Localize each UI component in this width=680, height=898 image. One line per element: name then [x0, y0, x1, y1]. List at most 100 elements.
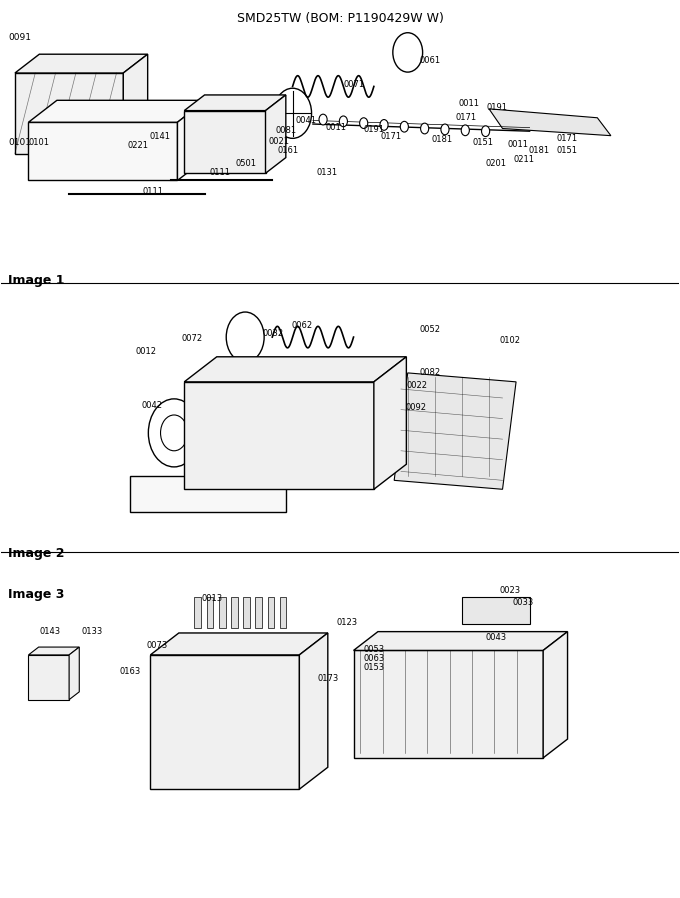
Polygon shape — [490, 650, 495, 731]
Polygon shape — [489, 109, 611, 136]
Text: 0181: 0181 — [528, 146, 549, 155]
Text: 0082: 0082 — [420, 367, 441, 376]
Text: Image 1: Image 1 — [8, 275, 65, 287]
Polygon shape — [354, 650, 543, 758]
Polygon shape — [15, 73, 123, 154]
Polygon shape — [29, 101, 206, 122]
Circle shape — [401, 121, 409, 132]
Circle shape — [461, 125, 469, 136]
Polygon shape — [243, 596, 250, 628]
Text: 0181: 0181 — [431, 135, 453, 144]
Polygon shape — [177, 101, 206, 180]
Polygon shape — [219, 596, 226, 628]
Polygon shape — [130, 476, 286, 512]
Text: 0042: 0042 — [141, 401, 163, 409]
Text: 0023: 0023 — [499, 586, 520, 595]
Text: 0101: 0101 — [29, 137, 50, 146]
Text: 0191: 0191 — [486, 102, 507, 111]
Text: 0091: 0091 — [8, 32, 31, 41]
Text: 0191: 0191 — [364, 125, 385, 134]
Text: 0012: 0012 — [135, 347, 156, 356]
Polygon shape — [15, 54, 148, 73]
Circle shape — [421, 123, 428, 134]
Polygon shape — [267, 596, 274, 628]
Polygon shape — [29, 647, 80, 655]
Text: 0221: 0221 — [127, 141, 148, 150]
Text: 0123: 0123 — [337, 618, 358, 627]
Text: 0043: 0043 — [486, 633, 507, 642]
Text: 0171: 0171 — [557, 134, 578, 143]
Text: 0052: 0052 — [420, 325, 441, 334]
Polygon shape — [498, 650, 503, 731]
Polygon shape — [29, 655, 69, 700]
Text: 0501: 0501 — [236, 159, 257, 168]
Polygon shape — [231, 596, 238, 628]
Circle shape — [339, 116, 347, 127]
Text: 0073: 0073 — [147, 640, 168, 649]
Text: 0013: 0013 — [201, 594, 222, 603]
Text: 0171: 0171 — [381, 132, 402, 141]
Text: 0062: 0062 — [291, 321, 312, 330]
Polygon shape — [29, 122, 177, 180]
Polygon shape — [522, 650, 528, 731]
Polygon shape — [265, 95, 286, 173]
Text: 0011: 0011 — [508, 140, 529, 149]
Polygon shape — [123, 54, 148, 154]
Polygon shape — [150, 655, 299, 789]
Text: 0101: 0101 — [8, 137, 31, 146]
Polygon shape — [225, 682, 239, 744]
Polygon shape — [160, 659, 282, 780]
Text: 0061: 0061 — [420, 56, 441, 65]
Polygon shape — [256, 596, 262, 628]
Polygon shape — [69, 647, 80, 700]
Polygon shape — [194, 596, 201, 628]
Polygon shape — [506, 650, 511, 731]
Text: 0072: 0072 — [182, 334, 203, 343]
Polygon shape — [543, 631, 568, 758]
Polygon shape — [242, 682, 256, 744]
Polygon shape — [184, 382, 374, 489]
Text: 0151: 0151 — [557, 146, 578, 155]
Circle shape — [319, 114, 327, 125]
Text: 0011: 0011 — [458, 99, 479, 108]
Text: 0111: 0111 — [210, 168, 231, 177]
Text: 0071: 0071 — [343, 80, 364, 89]
Polygon shape — [184, 110, 265, 173]
Polygon shape — [207, 596, 214, 628]
Circle shape — [360, 118, 368, 128]
Text: Image 2: Image 2 — [8, 548, 65, 560]
Polygon shape — [299, 633, 328, 789]
Circle shape — [441, 124, 449, 135]
Text: 0033: 0033 — [513, 597, 534, 606]
Text: 0143: 0143 — [40, 627, 61, 636]
Polygon shape — [279, 596, 286, 628]
Text: 0201: 0201 — [486, 159, 507, 168]
Text: 0171: 0171 — [455, 113, 476, 122]
Polygon shape — [465, 650, 471, 731]
Polygon shape — [394, 373, 516, 489]
Text: 0021: 0021 — [269, 137, 290, 146]
Polygon shape — [374, 357, 407, 489]
Text: 0163: 0163 — [120, 667, 141, 676]
Text: 0111: 0111 — [142, 187, 163, 196]
Text: 0063: 0063 — [364, 654, 385, 663]
Text: 0131: 0131 — [316, 168, 337, 177]
Polygon shape — [462, 596, 530, 623]
Text: 0141: 0141 — [149, 132, 170, 141]
Polygon shape — [354, 631, 568, 650]
Text: 0081: 0081 — [275, 126, 296, 135]
Text: 0102: 0102 — [499, 336, 520, 345]
Circle shape — [380, 119, 388, 130]
Polygon shape — [184, 95, 286, 110]
Polygon shape — [481, 650, 487, 731]
Text: 0153: 0153 — [364, 663, 385, 672]
Circle shape — [481, 126, 490, 136]
Text: 0011: 0011 — [326, 123, 347, 132]
Text: 0032: 0032 — [262, 329, 284, 338]
Text: 0022: 0022 — [407, 381, 427, 390]
Text: 0211: 0211 — [513, 155, 534, 164]
Polygon shape — [514, 650, 520, 731]
Polygon shape — [150, 633, 328, 655]
Text: 0133: 0133 — [82, 627, 103, 636]
Text: SMD25TW (BOM: P1190429W W): SMD25TW (BOM: P1190429W W) — [237, 13, 443, 25]
